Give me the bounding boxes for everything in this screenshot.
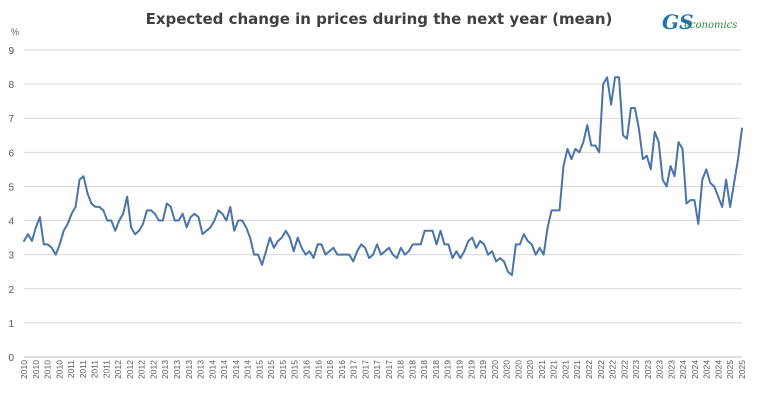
x-tick-label: 2022	[596, 360, 606, 379]
x-tick-label: 2017	[360, 360, 370, 379]
x-tick-label: 2019	[466, 360, 476, 379]
y-tick-label: 4	[8, 217, 14, 228]
x-tick-label: 2017	[349, 360, 359, 379]
y-tick-label: 3	[8, 251, 14, 262]
x-tick-label: 2022	[608, 360, 618, 379]
x-tick-label: 2015	[290, 360, 300, 379]
x-tick-label: 2021	[560, 360, 570, 379]
x-tick-label: 2024	[702, 360, 712, 379]
x-tick-label: 2013	[196, 360, 206, 379]
x-tick-label: 2012	[125, 360, 135, 379]
y-tick-label: 8	[8, 80, 14, 91]
x-tick-label: 2010	[43, 360, 53, 379]
x-tick-label: 2023	[666, 360, 676, 379]
x-tick-label: 2019	[455, 360, 465, 379]
x-tick-label: 2016	[337, 360, 347, 379]
chart-title: Expected change in prices during the nex…	[145, 10, 613, 28]
y-tick-label: 0	[8, 353, 14, 364]
x-tick-label: 2010	[31, 360, 41, 379]
y-axis-unit-label: %	[11, 27, 19, 37]
x-tick-label: 2012	[148, 360, 158, 379]
y-tick-label: 7	[8, 114, 14, 125]
gs-economics-logo: GS economics	[662, 10, 752, 40]
y-tick-label: 9	[8, 46, 14, 57]
logo-wordmark-icon: economics	[684, 20, 738, 31]
x-tick-label: 2018	[396, 360, 406, 379]
x-tick-label: 2023	[655, 360, 665, 379]
x-tick-label: 2011	[90, 360, 100, 379]
x-tick-label: 2016	[313, 360, 323, 379]
x-tick-label: 2011	[101, 360, 111, 379]
x-tick-label: 2020	[502, 360, 512, 379]
x-tick-label: 2017	[384, 360, 394, 379]
y-tick-label: 5	[8, 182, 14, 193]
x-tick-label: 2017	[372, 360, 382, 379]
x-tick-label: 2012	[113, 360, 123, 379]
x-tick-label: 2011	[78, 360, 88, 379]
x-tick-label: 2018	[407, 360, 417, 379]
x-tick-label: 2022	[584, 360, 594, 379]
x-tick-label: 2012	[137, 360, 147, 379]
x-tick-label: 2010	[54, 360, 64, 379]
x-tick-label: 2014	[207, 360, 217, 379]
y-tick-label: 2	[8, 285, 14, 296]
y-tick-label: 6	[8, 148, 14, 159]
x-tick-label: 2015	[266, 360, 276, 379]
x-tick-label: 2014	[219, 360, 229, 379]
x-tick-label: 2021	[537, 360, 547, 379]
x-tick-label: 2023	[631, 360, 641, 379]
x-tick-label: 2021	[549, 360, 559, 379]
x-tick-label: 2024	[713, 360, 723, 379]
x-tick-label: 2013	[172, 360, 182, 379]
y-tick-label: 1	[8, 319, 14, 330]
x-tick-label: 2023	[643, 360, 653, 379]
logo-mark-icon: GS	[662, 10, 694, 34]
x-tick-label: 2018	[419, 360, 429, 379]
x-tick-label: 2022	[619, 360, 629, 379]
x-tick-label: 2024	[690, 360, 700, 379]
x-tick-label: 2019	[478, 360, 488, 379]
x-tick-label: 2019	[443, 360, 453, 379]
x-tick-label: 2025	[725, 360, 735, 379]
x-tick-label: 2025	[737, 360, 747, 379]
x-tick-label: 2013	[160, 360, 170, 379]
x-tick-label: 2016	[325, 360, 335, 379]
x-tick-label: 2018	[431, 360, 441, 379]
x-tick-label: 2020	[525, 360, 535, 379]
x-tick-label: 2011	[66, 360, 76, 379]
x-tick-label: 2010	[19, 360, 29, 379]
x-tick-label: 2020	[490, 360, 500, 379]
series-line	[23, 76, 743, 277]
x-tick-label: 2024	[678, 360, 688, 379]
x-tick-label: 2020	[513, 360, 523, 379]
x-tick-label: 2015	[254, 360, 264, 379]
x-tick-label: 2014	[231, 360, 241, 379]
x-tick-label: 2016	[301, 360, 311, 379]
x-tick-label: 2013	[184, 360, 194, 379]
x-tick-label: 2015	[278, 360, 288, 379]
x-tick-label: 2021	[572, 360, 582, 379]
x-tick-label: 2014	[243, 360, 253, 379]
